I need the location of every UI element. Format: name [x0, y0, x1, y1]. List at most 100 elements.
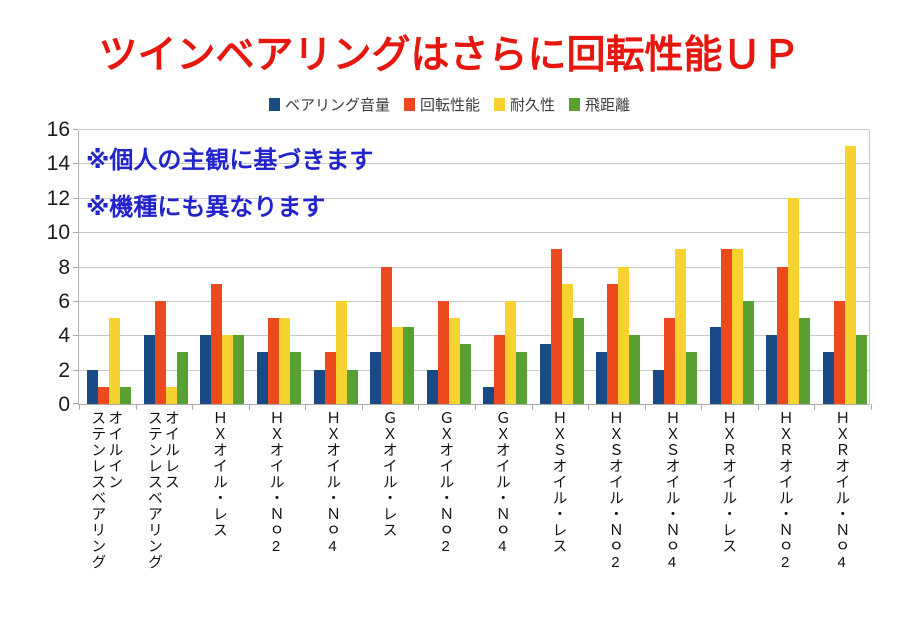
chart-legend: ベアリング音量 回転性能 耐久性 飛距離	[0, 94, 899, 115]
legend-swatch-icon	[268, 98, 280, 111]
bar-s1-c12	[777, 266, 789, 404]
x-axis-label-10: ＨＸＳオイル・Ｎｏ4	[644, 410, 701, 620]
x-axis-labels: オイルイン ステンレスベアリング オイルレス ステンレスベアリング ＨＸオイル・レス…	[78, 410, 870, 620]
gridline-2	[79, 369, 869, 371]
x-tick	[871, 404, 872, 410]
x-axis-label-5: ＧＸオイル・レス	[361, 410, 418, 620]
y-tick	[73, 163, 78, 165]
bar-s3-c6	[459, 343, 471, 404]
bar-s2-c7	[505, 300, 517, 404]
x-tick	[475, 404, 476, 410]
x-tick	[645, 404, 646, 410]
y-tick	[73, 129, 78, 130]
bar-s0-c13	[822, 352, 834, 404]
x-axis-label-text: ＨＸＳオイル・レス	[550, 410, 568, 554]
bar-s0-c3	[257, 352, 268, 404]
bar-s2-c5	[392, 326, 404, 404]
bar-s0-c6	[426, 369, 438, 404]
y-tick	[73, 335, 78, 337]
y-tick	[73, 403, 78, 404]
legend-label: ベアリング音量	[284, 97, 390, 114]
y-axis-label-16: 16	[46, 118, 70, 141]
bar-s0-c1	[143, 335, 155, 404]
bar-s0-c0	[87, 369, 99, 404]
x-axis-label-text: ＨＸＲオイル・Ｎｏ2	[776, 410, 794, 572]
bar-s1-c4	[324, 352, 336, 404]
y-axis-label-8: 8	[58, 255, 70, 279]
bar-s1-c3	[268, 318, 279, 404]
x-axis-label-text: ＧＸオイル・レス	[380, 410, 398, 538]
y-tick	[73, 369, 78, 371]
legend-item-1: 回転性能	[403, 94, 480, 115]
bar-s0-c8	[539, 343, 551, 404]
bar-s2-c2	[222, 335, 234, 404]
bar-s2-c13	[844, 146, 856, 404]
y-axis-label-10: 10	[46, 221, 70, 245]
bar-s1-c0	[98, 386, 110, 404]
bar-s3-c12	[799, 318, 811, 404]
y-axis-label-4: 4	[58, 324, 70, 348]
x-tick	[588, 404, 589, 410]
x-axis-label-text: ＨＸＲオイル・Ｎｏ4	[833, 410, 851, 572]
bar-s1-c1	[154, 300, 166, 404]
bar-s0-c12	[766, 335, 778, 404]
legend-swatch-icon	[403, 98, 415, 111]
x-axis-label-7: ＧＸオイル・Ｎｏ4	[474, 410, 531, 620]
bar-s2-c0	[109, 318, 121, 404]
bar-s3-c1	[176, 352, 188, 404]
bar-s1-c6	[437, 300, 449, 404]
legend-label: 回転性能	[419, 97, 480, 114]
x-axis-label-text: オイルレス ステンレスベアリング	[145, 410, 180, 570]
legend-item-0: ベアリング音量	[268, 94, 390, 115]
x-axis-label-1: オイルレス ステンレスベアリング	[135, 410, 192, 620]
y-axis-label-14: 14	[46, 152, 70, 176]
x-axis-label-3: ＨＸオイル・Ｎｏ2	[248, 410, 305, 620]
x-axis-label-6: ＧＸオイル・Ｎｏ2	[417, 410, 474, 620]
x-axis-label-9: ＨＸＳオイル・Ｎｏ2	[587, 410, 644, 620]
x-axis-label-12: ＨＸＲオイル・Ｎｏ2	[757, 410, 814, 620]
bar-s3-c4	[346, 369, 358, 404]
gridline-16	[79, 129, 869, 130]
bar-s1-c7	[494, 335, 506, 404]
bar-s2-c12	[788, 197, 800, 404]
x-axis-label-2: ＨＸオイル・レス	[191, 410, 248, 620]
bar-s0-c11	[709, 326, 721, 404]
legend-label: 耐久性	[510, 97, 556, 114]
bar-s1-c2	[211, 283, 223, 404]
x-tick	[79, 404, 80, 410]
y-axis-label-0: 0	[58, 393, 70, 416]
y-axis-label-12: 12	[46, 186, 70, 210]
bar-s0-c9	[596, 352, 608, 404]
x-axis-label-text: ＧＸオイル・Ｎｏ4	[493, 410, 511, 556]
y-axis-label-2: 2	[58, 358, 70, 382]
bar-s2-c3	[279, 318, 290, 404]
bar-s3-c0	[120, 386, 132, 404]
bar-s0-c10	[653, 369, 664, 404]
x-axis-label-text: ＨＸオイル・Ｎｏ4	[324, 410, 342, 556]
x-axis-label-text: ＨＸＲオイル・レス	[720, 410, 738, 554]
x-tick	[532, 404, 533, 410]
x-axis-label-0: オイルイン ステンレスベアリング	[78, 410, 135, 620]
x-tick	[362, 404, 363, 410]
bar-s2-c8	[561, 283, 573, 404]
x-tick	[701, 404, 702, 410]
bar-s2-c11	[731, 249, 743, 404]
bar-s2-c10	[675, 249, 686, 404]
gridline-4	[79, 335, 869, 337]
chart-title: ツインベアリングはさらに回転性能ＵＰ	[98, 34, 801, 77]
legend-item-3: 飛距離	[569, 94, 630, 115]
x-axis-label-8: ＨＸＳオイル・レス	[531, 410, 588, 620]
bar-s3-c2	[233, 335, 245, 404]
x-tick	[418, 404, 419, 410]
x-tick	[136, 404, 137, 410]
legend-swatch-icon	[569, 98, 581, 111]
y-tick	[73, 266, 78, 268]
bar-s2-c9	[618, 266, 630, 404]
y-axis-label-6: 6	[58, 289, 70, 313]
bar-s3-c11	[742, 300, 754, 404]
bar-s3-c7	[516, 352, 528, 404]
bar-s0-c4	[313, 369, 325, 404]
x-axis-label-text: ＨＸオイル・レス	[210, 410, 228, 538]
x-tick	[249, 404, 250, 410]
legend-label: 飛距離	[585, 97, 631, 114]
